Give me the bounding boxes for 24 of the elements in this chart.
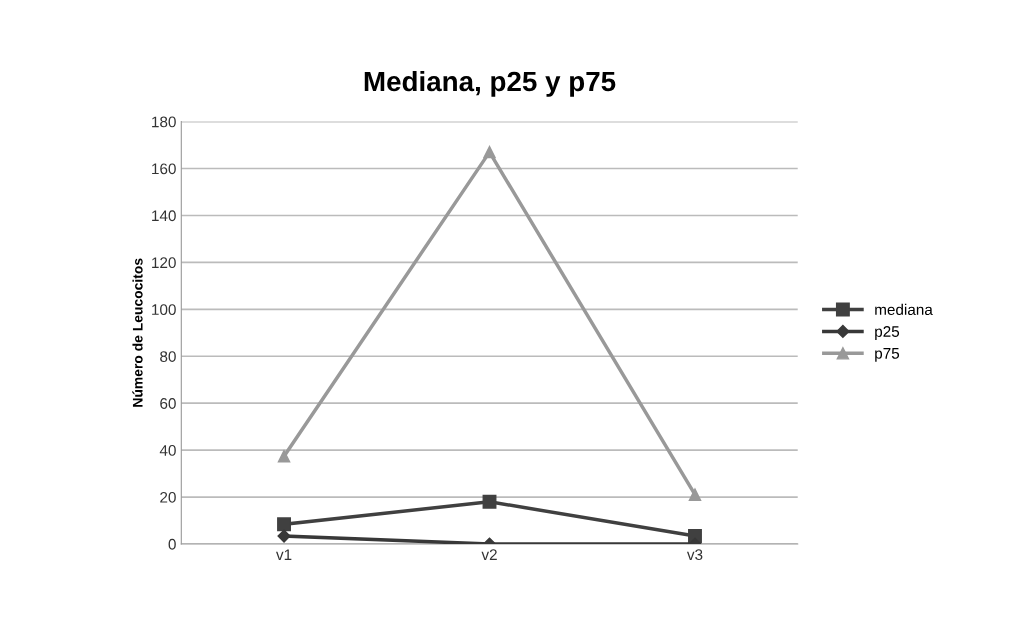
y-axis-title: Número de Leucocitos <box>132 258 143 407</box>
y-tick-label: 80 <box>160 351 176 362</box>
point <box>277 517 291 532</box>
point <box>277 529 291 543</box>
chart-title: Mediana, p25 y p75 <box>364 70 616 97</box>
y-tick-label: 20 <box>160 491 176 503</box>
y-tick-label: 60 <box>160 398 176 409</box>
x-tick-label: v3 <box>686 549 703 561</box>
point <box>277 449 291 463</box>
y-tick-label: 120 <box>152 257 176 269</box>
legend-label: mediana <box>875 303 933 316</box>
point <box>688 488 702 501</box>
y-tick-label: 140 <box>152 210 176 222</box>
x-tick-label: v1 <box>276 549 292 560</box>
y-tick-label: 100 <box>152 304 176 316</box>
y-tick-label: 40 <box>159 445 176 456</box>
y-tick-label: 160 <box>152 163 176 175</box>
legend-label: p75 <box>875 348 900 362</box>
point <box>482 494 497 509</box>
y-tick-label: 180 <box>152 116 176 128</box>
x-tick-label: v2 <box>481 549 497 560</box>
legend-label: p25 <box>875 326 900 340</box>
point <box>483 145 496 159</box>
y-tick-label: 0 <box>168 538 176 550</box>
